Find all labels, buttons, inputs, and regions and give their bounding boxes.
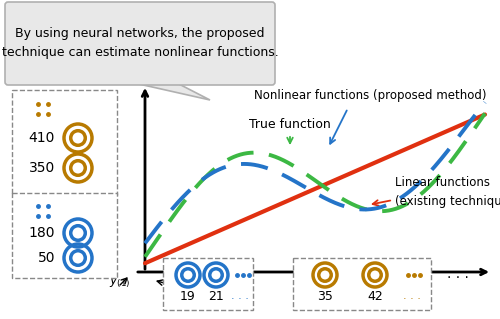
Polygon shape [130,82,210,100]
Text: 19: 19 [180,290,196,302]
Text: $y_{(1)}$: $y_{(1)}$ [110,276,130,290]
Bar [12,193,117,278]
Text: 350: 350 [29,161,55,175]
Text: True function: True function [249,118,331,131]
Text: By using neural networks, the proposed
technique can estimate nonlinear function: By using neural networks, the proposed t… [2,27,278,59]
Text: 50: 50 [38,251,55,265]
Text: 410: 410 [28,131,55,145]
Text: Linear functions
(existing techniques): Linear functions (existing techniques) [395,176,500,207]
Text: · · ·: · · · [447,271,469,285]
Text: 35: 35 [317,290,333,302]
Bar [293,258,431,310]
Text: $x_{(1)}$: $x_{(1)}$ [180,283,201,297]
Text: 21: 21 [208,290,224,302]
Text: . . .: . . . [403,291,421,301]
Bar [12,90,117,195]
FancyBboxPatch shape [5,2,275,85]
Text: . . .: . . . [231,291,249,301]
Text: Nonlinear functions (proposed method): Nonlinear functions (proposed method) [254,90,486,102]
Bar [163,258,253,310]
Text: 180: 180 [28,226,55,240]
Text: 42: 42 [367,290,383,302]
